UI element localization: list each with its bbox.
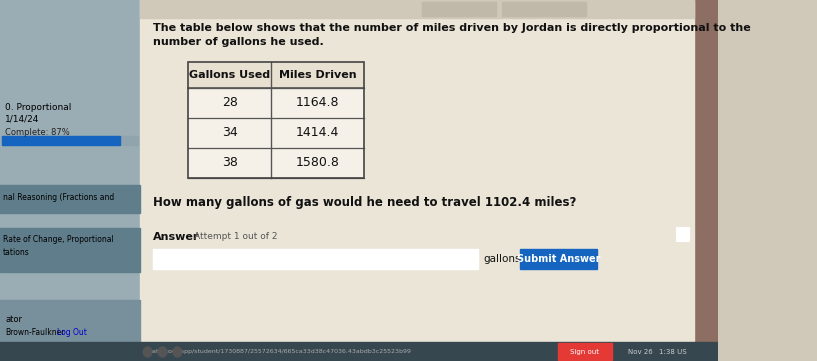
Text: Submit Answer: Submit Answer: [517, 254, 600, 264]
Text: Sign out: Sign out: [570, 349, 600, 355]
Text: tations: tations: [2, 248, 29, 257]
Bar: [188, 62, 364, 178]
Text: Nov 26: Nov 26: [628, 349, 653, 355]
Text: Rate of Change, Proportional: Rate of Change, Proportional: [2, 235, 114, 244]
Circle shape: [143, 347, 152, 357]
Text: 28: 28: [221, 96, 238, 109]
Text: Miles Driven: Miles Driven: [279, 70, 356, 80]
Text: 1164.8: 1164.8: [296, 96, 339, 109]
Bar: [558, 343, 612, 360]
Bar: [422, 2, 496, 16]
Bar: [0, 185, 140, 213]
Text: ator: ator: [5, 315, 22, 324]
Text: Gallons Used: Gallons Used: [189, 70, 270, 80]
Text: Complete: 87%: Complete: 87%: [5, 128, 70, 137]
Text: number of gallons he used.: number of gallons he used.: [153, 37, 324, 47]
Text: 1/14/24: 1/14/24: [5, 114, 40, 123]
Bar: [520, 249, 597, 269]
Bar: [153, 249, 478, 269]
Bar: [0, 342, 717, 361]
Bar: [140, 0, 694, 361]
Bar: [188, 62, 364, 178]
Text: math.com/app/student/1730887/25572634/665ca33d38c47036.43abdb3c25523b99: math.com/app/student/1730887/25572634/66…: [147, 348, 412, 353]
Text: 1414.4: 1414.4: [296, 126, 339, 139]
Text: Answer: Answer: [153, 232, 199, 242]
Text: Attempt 1 out of 2: Attempt 1 out of 2: [194, 232, 278, 241]
Circle shape: [158, 347, 167, 357]
Text: nal Reasoning (Fractions and: nal Reasoning (Fractions and: [2, 193, 114, 202]
Text: gallons: gallons: [483, 254, 520, 264]
Text: Log Out: Log Out: [57, 328, 87, 337]
Text: 38: 38: [221, 157, 238, 170]
Text: 1:38 US: 1:38 US: [659, 349, 686, 355]
Text: Brown-Faulkner: Brown-Faulkner: [5, 328, 65, 337]
Text: 34: 34: [221, 126, 238, 139]
Bar: [2, 136, 120, 145]
Bar: [140, 0, 694, 18]
Text: 0. Proportional: 0. Proportional: [5, 103, 72, 112]
Bar: [0, 0, 140, 361]
Bar: [676, 227, 689, 241]
Bar: [502, 2, 586, 16]
Bar: [0, 228, 140, 272]
Bar: [188, 62, 364, 88]
Text: 1580.8: 1580.8: [296, 157, 339, 170]
Bar: [0, 300, 140, 361]
Circle shape: [173, 347, 182, 357]
Bar: [694, 0, 717, 361]
Text: How many gallons of gas would he need to travel 1102.4 miles?: How many gallons of gas would he need to…: [153, 196, 576, 209]
Text: The table below shows that the number of miles driven by Jordan is directly prop: The table below shows that the number of…: [153, 23, 751, 33]
Bar: [2, 136, 138, 145]
